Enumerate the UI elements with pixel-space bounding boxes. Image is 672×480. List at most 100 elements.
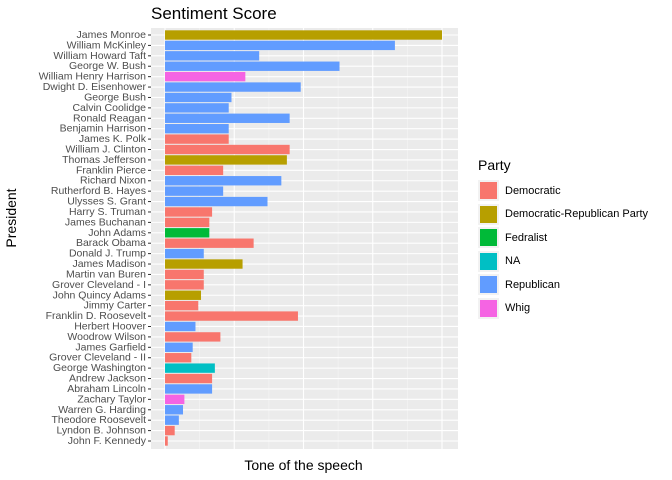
legend-item: Whig (478, 297, 648, 321)
legend-label: Democratic (505, 184, 561, 197)
bar (165, 332, 221, 342)
bar (165, 196, 268, 207)
bar (165, 124, 229, 134)
bar (165, 290, 202, 300)
y-tick-label: Ulysses S. Grant (67, 196, 146, 208)
y-tick-label: Woodrow Wilson (67, 331, 146, 343)
legend-key (478, 274, 499, 296)
y-tick-label: George W. Bush (69, 60, 146, 72)
bar (165, 228, 210, 238)
y-tick-label: Harry S. Truman (69, 206, 146, 218)
bar (165, 425, 175, 436)
legend-key (478, 250, 499, 272)
y-tick-label: Franklin D. Roosevelt (46, 310, 146, 322)
y-tick-label: Herbert Hoover (74, 320, 146, 332)
legend-key (478, 227, 499, 249)
legend-label: Fedralist (505, 231, 548, 244)
y-tick-label: Grover Cleveland - II (49, 352, 146, 364)
x-axis-title: Tone of the speech (244, 457, 363, 473)
y-tick-label: Dwight D. Eisenhower (43, 81, 147, 93)
y-tick-label: James Buchanan (65, 216, 146, 228)
bar (165, 207, 213, 217)
legend-label: Republican (505, 278, 561, 291)
bar (165, 165, 224, 176)
y-tick-label: John F. Kennedy (68, 435, 147, 447)
y-tick-label: Franklin Pierce (76, 164, 146, 176)
bar (165, 269, 204, 280)
bar (165, 342, 193, 352)
bar (165, 436, 168, 446)
y-tick-label: George Bush (84, 91, 146, 103)
bar (165, 353, 192, 363)
bar (165, 103, 229, 113)
bar (165, 92, 232, 103)
bar (165, 186, 224, 196)
y-tick-label: Richard Nixon (80, 175, 146, 187)
y-tick-label: William Henry Harrison (39, 71, 147, 83)
bar (165, 176, 282, 186)
bar (165, 259, 243, 269)
y-tick-label: Zachary Taylor (77, 393, 146, 405)
y-tick-label: John Adams (88, 227, 146, 239)
bar (165, 311, 298, 321)
bar (165, 134, 229, 144)
y-tick-label: Ronald Reagan (73, 112, 146, 124)
bar (165, 155, 287, 165)
y-tick-label: Lyndon B. Johnson (56, 425, 146, 437)
y-tick-label: William McKinley (67, 39, 147, 51)
y-tick-label: William Howard Taft (53, 50, 146, 62)
legend-item: Democratic (478, 179, 648, 203)
y-tick-label: John Quincy Adams (53, 289, 146, 301)
legend-item: Republican (478, 273, 648, 297)
bar (165, 280, 204, 290)
bars (165, 30, 442, 446)
bar (165, 394, 185, 405)
legend-key (478, 180, 499, 202)
bar (165, 51, 260, 61)
y-tick-label: Thomas Jefferson (62, 154, 146, 166)
bar (165, 405, 184, 415)
y-tick-label: Rutherford B. Hayes (51, 185, 146, 197)
y-tick-label: Jimmy Carter (84, 300, 147, 312)
legend-item: Fedralist (478, 226, 648, 250)
y-tick-label: Andrew Jackson (69, 373, 146, 385)
y-tick-label: Theodore Roosevelt (51, 414, 146, 426)
legend-key (478, 297, 499, 319)
bar (165, 373, 213, 384)
legend-item: Democratic-Republican Party (478, 203, 648, 227)
y-tick-label: William J. Clinton (65, 144, 146, 156)
bar (165, 30, 442, 40)
y-tick-label: Warren G. Harding (58, 404, 146, 416)
legend-label: NA (505, 255, 521, 268)
bar (165, 248, 204, 259)
y-tick-label: George Washington (53, 362, 146, 374)
legend-title: Party (478, 157, 511, 173)
bar (165, 144, 290, 155)
legend: Party Democratic Democratic-Republican Pa… (478, 157, 648, 320)
bar (165, 384, 213, 394)
y-axis-title: President (3, 188, 19, 248)
bar (165, 415, 179, 425)
y-tick-label: Calvin Coolidge (72, 102, 146, 114)
y-tick-label: Martin van Buren (66, 268, 146, 280)
bar (165, 238, 254, 248)
y-tick-label: Donald J. Trump (69, 248, 146, 260)
legend-item: NA (478, 250, 648, 274)
legend-label: Whig (505, 302, 531, 315)
bar (165, 363, 215, 373)
bar (165, 40, 395, 51)
y-tick-label: Benjamin Harrison (60, 123, 147, 135)
chart-title: Sentiment Score (151, 4, 277, 23)
bar (165, 300, 199, 311)
legend-label: Democratic-Republican Party (505, 208, 649, 221)
y-tick-label: Grover Cleveland - I (52, 279, 146, 291)
bar (165, 321, 196, 332)
y-tick-label: James Monroe (77, 29, 147, 41)
y-tick-label: Abraham Lincoln (67, 383, 146, 395)
legend-key (478, 203, 499, 225)
y-tick-label: Barack Obama (76, 237, 146, 249)
legend-items: Democratic Democratic-Republican Party Fed… (478, 179, 648, 320)
y-tick-label: James Madison (72, 258, 146, 270)
bar (165, 82, 301, 92)
